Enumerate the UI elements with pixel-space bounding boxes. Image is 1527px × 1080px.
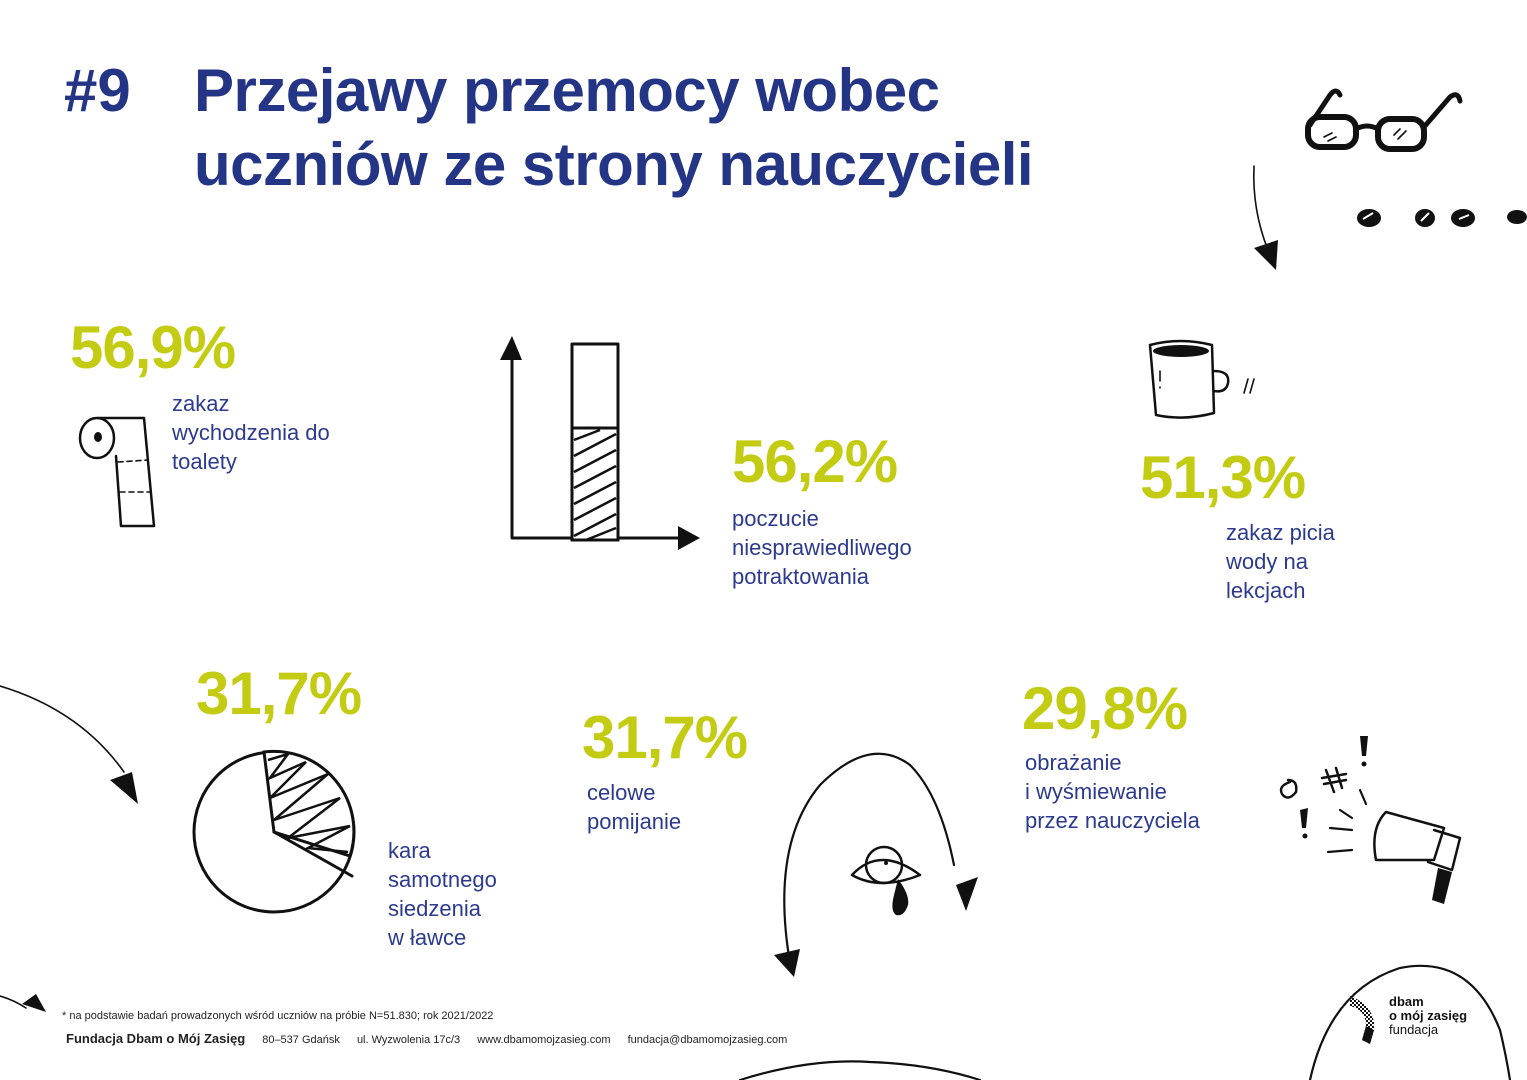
stat-value-2: 56,2% — [732, 428, 898, 495]
logo-line-2: o mój zasięg — [1389, 1008, 1468, 1023]
stat-label-2: poczucie niesprawiedliwego potraktowania — [732, 506, 912, 589]
footer-website[interactable]: www.dbamomojzasieg.com — [477, 1034, 611, 1046]
stat-label-4: kara samotnego siedzenia w ławce — [388, 838, 497, 950]
stat-value-3: 51,3% — [1140, 444, 1306, 511]
logo-line-3: fundacja — [1389, 1022, 1439, 1037]
footer: Fundacja Dbam o Mój Zasięg 80–537 Gdańsk… — [66, 1031, 801, 1046]
title-line-1: Przejawy przemocy wobec — [194, 57, 940, 124]
footer-org: Fundacja Dbam o Mój Zasięg — [66, 1031, 246, 1046]
pie-chart-icon — [192, 749, 356, 914]
logo: dbam o mój zasięg fundacja — [1389, 995, 1467, 1037]
bar-chart-icon — [500, 336, 700, 550]
title-line-2: uczniów ze strony nauczycieli — [194, 131, 1034, 198]
stat-value-1: 56,9% — [70, 314, 236, 381]
crying-eye-icon — [774, 752, 978, 977]
footer-email[interactable]: fundacja@dbamomojzasieg.com — [627, 1034, 788, 1046]
arrow-down-icon — [1252, 165, 1278, 270]
stat-label-1: zakaz wychodzenia do toalety — [172, 391, 330, 474]
glasses-icon — [1305, 88, 1463, 152]
arrow-small-icon — [0, 994, 46, 1012]
mug-icon — [1148, 339, 1255, 419]
toilet-paper-icon — [78, 416, 156, 528]
logo-mark-icon — [1350, 996, 1375, 1044]
stat-value-4: 31,7% — [196, 660, 362, 727]
stat-label-3: zakaz picia wody na lekcjach — [1226, 520, 1335, 603]
stat-label-6: obrażanie i wyśmiewanie przez nauczyciel… — [1025, 750, 1200, 833]
stat-value-6: 29,8% — [1022, 675, 1188, 742]
issue-number: #9 — [64, 57, 131, 124]
stat-label-5: celowe pomijanie — [587, 780, 682, 834]
page-title: Przejawy przemocy wobec uczniów ze stron… — [194, 54, 1034, 202]
curve-decoration — [738, 1060, 982, 1080]
arrow-curve-icon — [0, 685, 138, 804]
megaphone-icon — [1279, 736, 1462, 904]
footer-postal: 80–537 Gdańsk — [262, 1034, 340, 1046]
logo-arch-decoration — [1308, 964, 1512, 1080]
dots-decoration — [1357, 209, 1527, 227]
footer-street: ul. Wyzwolenia 17c/3 — [356, 1034, 461, 1046]
stat-value-5: 31,7% — [582, 704, 748, 771]
footnote: * na podstawie badań prowadzonych wśród … — [62, 1010, 494, 1022]
logo-line-1: dbam — [1389, 994, 1424, 1009]
